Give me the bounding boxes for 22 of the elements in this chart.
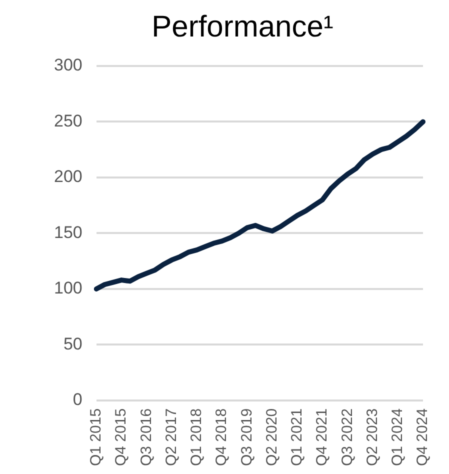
y-tick-label: 100 — [54, 278, 82, 298]
x-tick-label: Q1 2015 — [88, 408, 105, 466]
y-tick-label: 0 — [72, 390, 82, 410]
x-tick-label: Q1 2024 — [389, 408, 406, 466]
x-tick-label: Q3 2019 — [238, 408, 256, 466]
x-tick-label: Q4 2021 — [314, 408, 331, 466]
x-tick-label: Q1 2018 — [188, 408, 206, 466]
x-tick-label: Q4 2018 — [213, 408, 230, 466]
x-tick-label: Q4 2024 — [414, 408, 432, 466]
chart-title: Performance¹ — [152, 10, 334, 44]
x-tick-label: Q4 2015 — [112, 408, 130, 466]
x-tick-label: Q2 2023 — [364, 408, 381, 466]
x-tick-label: Q3 2022 — [338, 408, 356, 466]
x-tick-label: Q2 2017 — [162, 408, 180, 466]
y-tick-label: 150 — [54, 222, 82, 242]
x-tick-label: Q1 2021 — [288, 408, 306, 466]
y-tick-label: 300 — [54, 56, 82, 75]
y-tick-label: 200 — [54, 167, 82, 186]
x-tick-label: Q2 2020 — [263, 408, 280, 466]
y-tick-label: 250 — [54, 111, 82, 130]
x-tick-label: Q3 2016 — [138, 408, 155, 466]
y-tick-label: 50 — [63, 334, 82, 354]
